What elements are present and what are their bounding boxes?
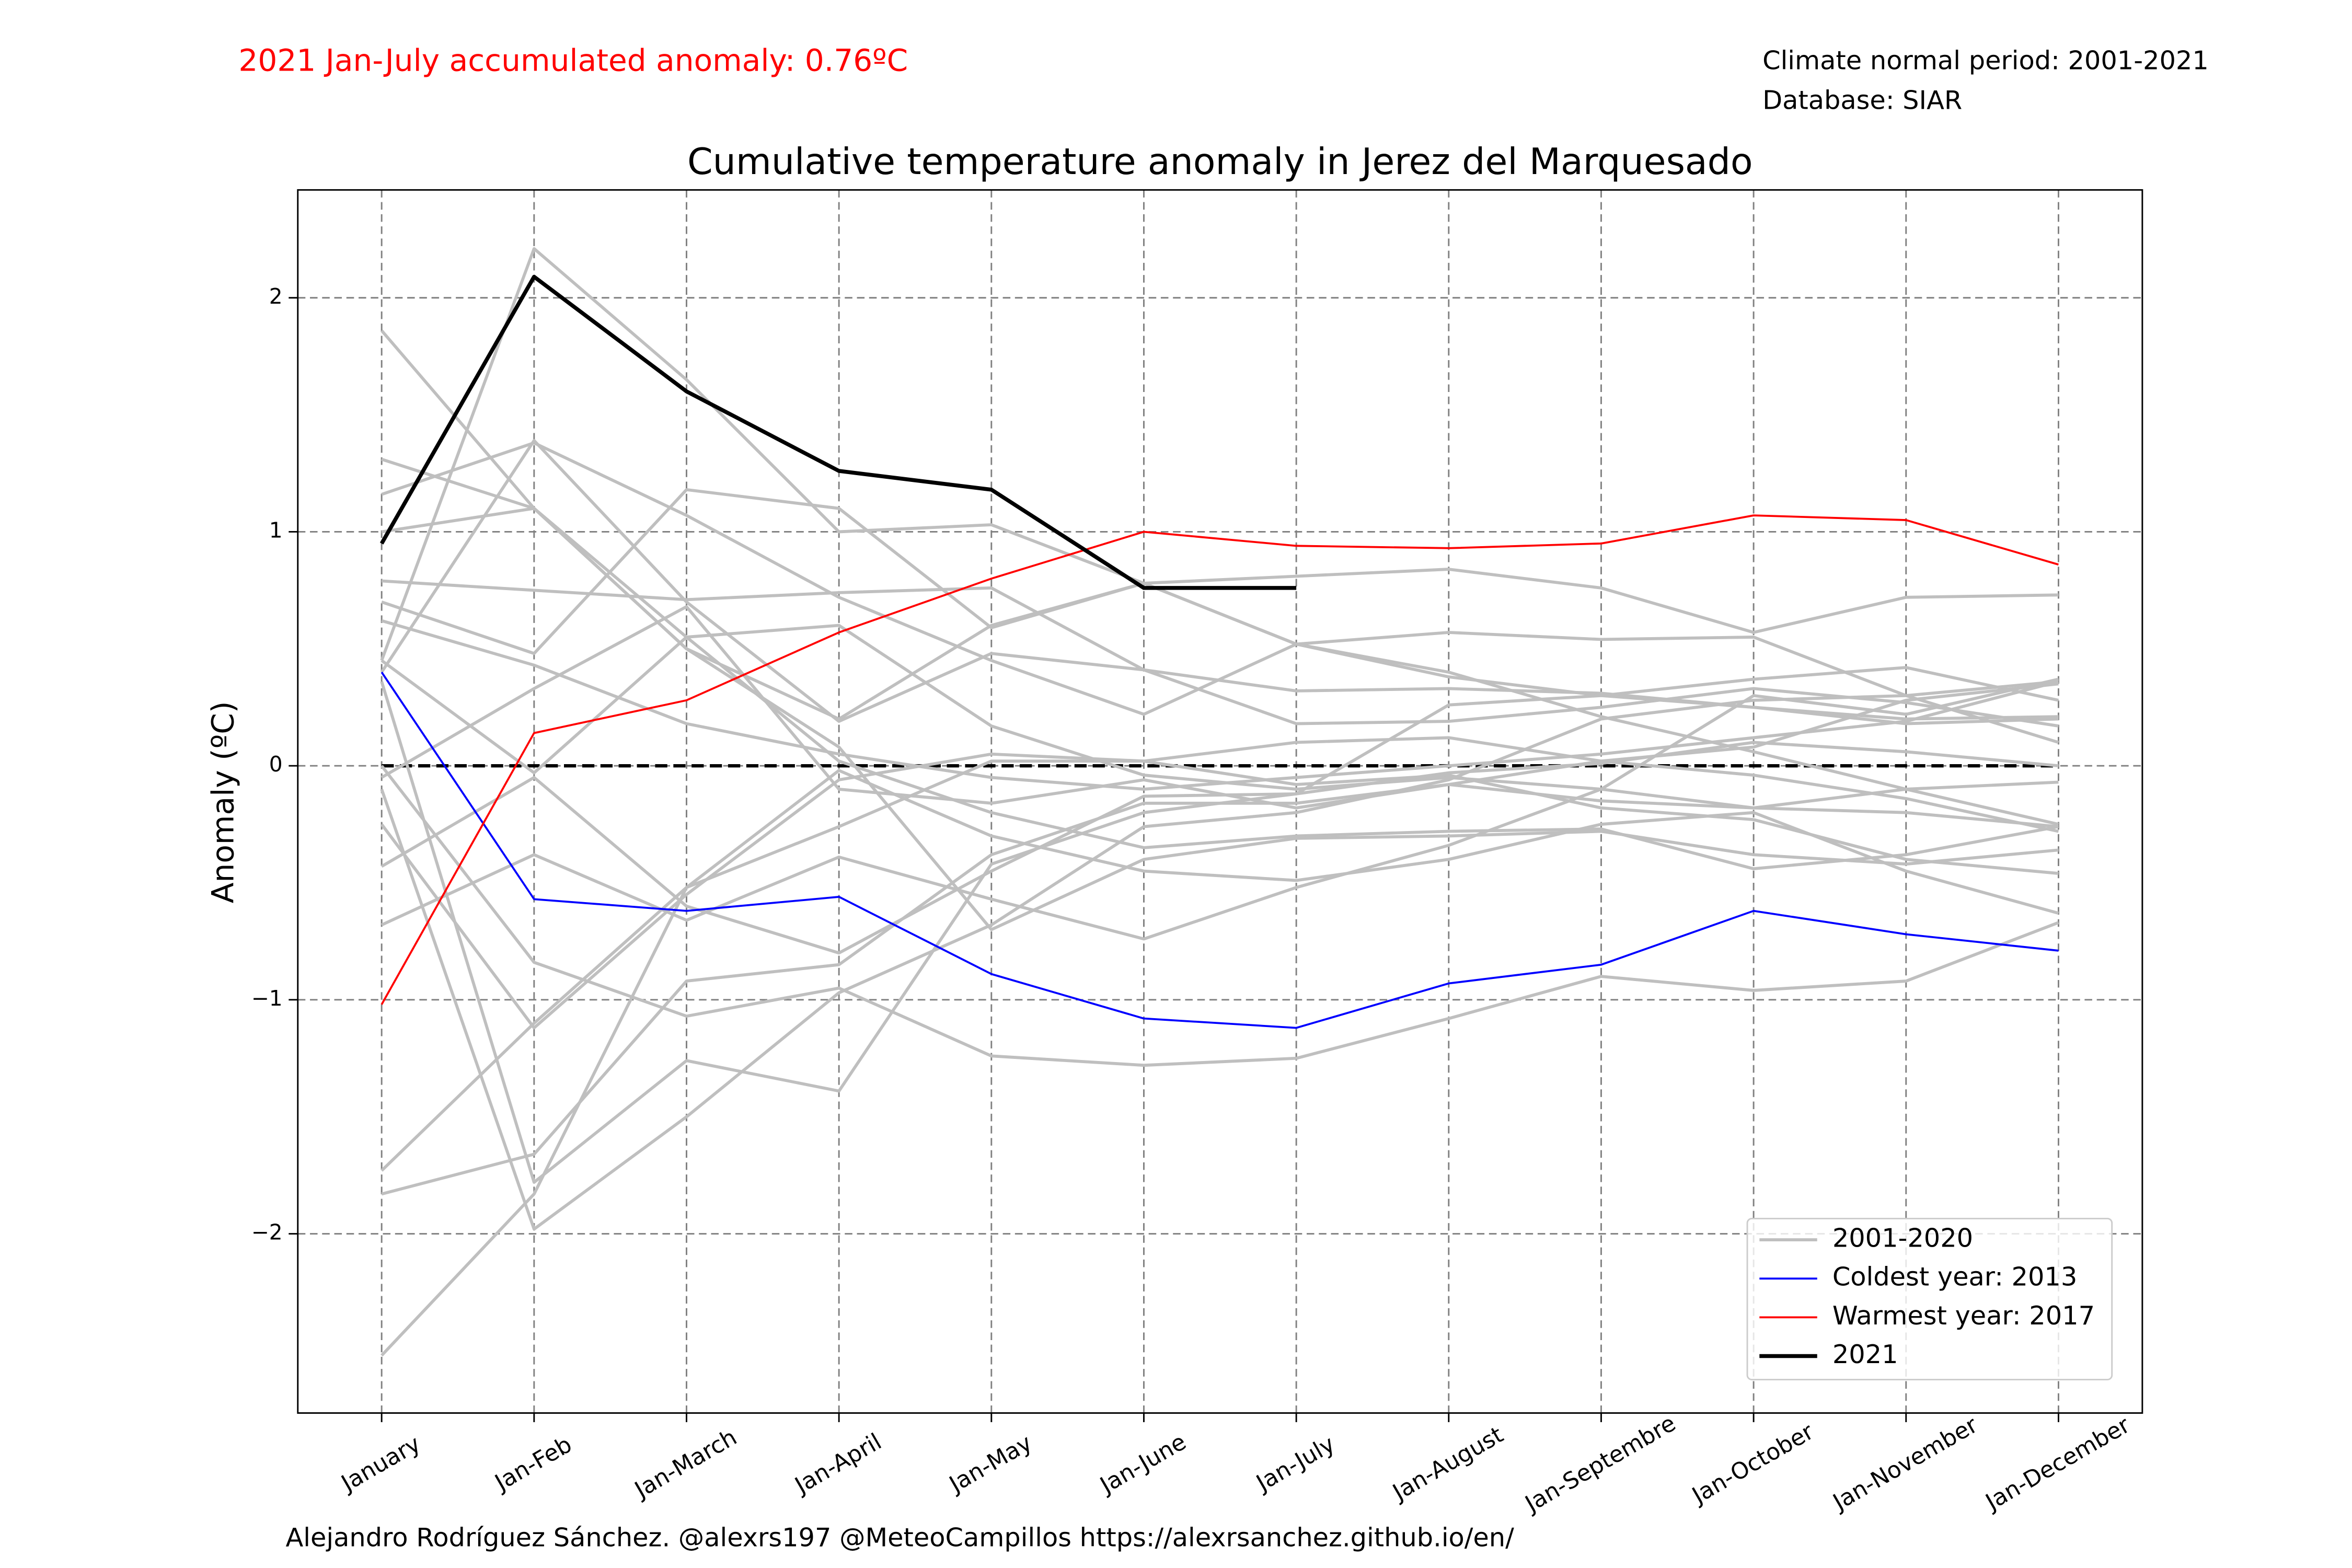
y-axis-label: Anomaly (ºC) [205,701,240,904]
y-tick-label: 1 [269,517,283,543]
data-line [379,274,1297,590]
data-line [381,624,2059,810]
data-line [380,247,2059,702]
data-line [381,506,2059,931]
credit: Alejandro Rodríguez Sánchez. @alexrs197 … [286,1522,1515,1552]
data-line [381,741,2059,955]
data-line [381,672,2059,1029]
data-line [380,681,2059,1184]
info-text: Climate normal period: 2001-2021 [1762,45,2209,76]
data-line [381,759,2059,1172]
data-line [381,769,2059,1357]
data-line [380,736,2059,1030]
legend-label: Coldest year: 2013 [1832,1262,2077,1292]
data-line [380,439,2059,728]
legend-box [1746,1217,2113,1380]
y-tick-label: −1 [251,986,283,1011]
legend-label: 2021 [1832,1339,1898,1369]
y-tick-label: 0 [269,752,283,777]
data-line [381,514,2059,1005]
info-text: Database: SIAR [1762,85,1962,115]
annotation: 2021 Jan-July accumulated anomaly: 0.76º… [238,42,908,78]
data-line [380,680,2059,1231]
legend-label: Warmest year: 2017 [1832,1300,2095,1331]
legend: 2001-2020 Coldest year: 2013 Warmest year:… [1746,1217,2113,1380]
data-line [380,329,2059,871]
y-tick-label: −2 [251,1220,283,1245]
chart-title: Cumulative temperature anomaly in Jerez … [687,141,1753,183]
data-line [380,765,2059,1067]
plot-frame [297,189,2143,1414]
legend-label: 2001-2020 [1832,1223,1973,1253]
y-tick-label: 2 [269,284,283,309]
